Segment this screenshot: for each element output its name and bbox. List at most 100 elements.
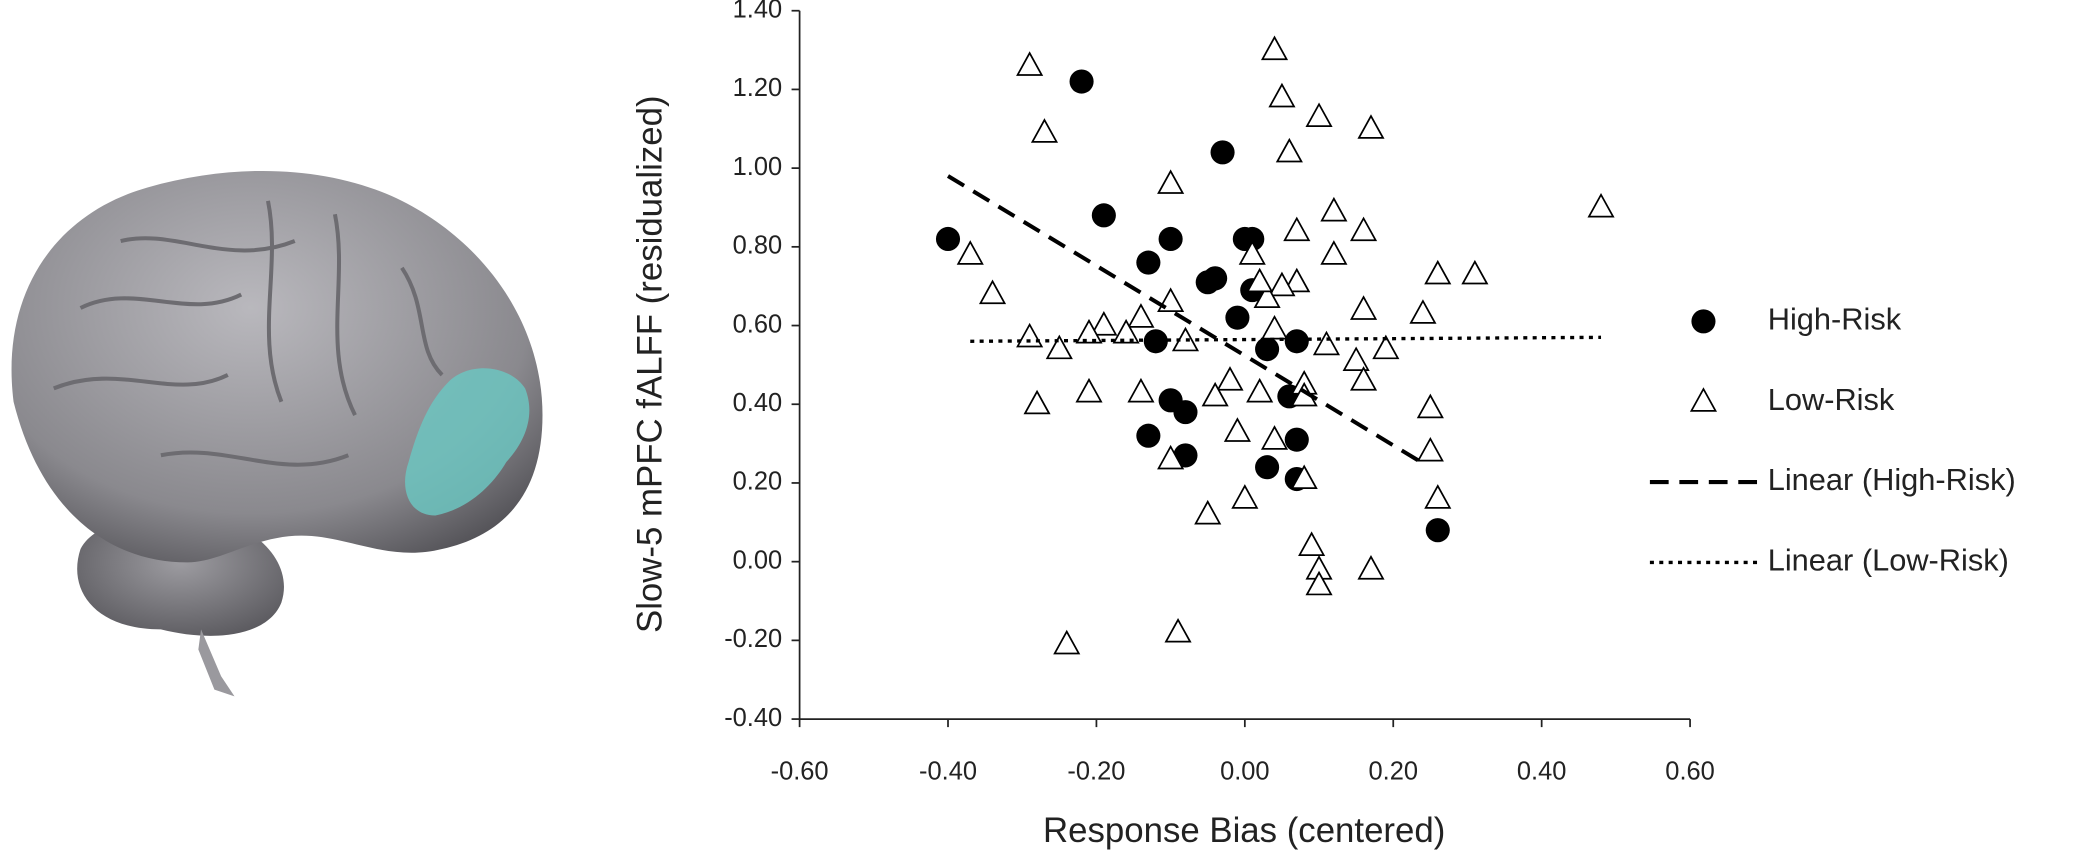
low-risk-point — [1075, 377, 1103, 403]
high-risk-point — [1284, 427, 1309, 452]
low-risk-point — [1350, 216, 1378, 242]
low-risk-point — [1090, 311, 1118, 336]
low-risk-point — [1424, 259, 1452, 285]
low-risk-point — [1350, 295, 1378, 320]
y-tick-label: 0.20 — [733, 468, 783, 496]
high-risk-point — [935, 226, 961, 252]
high-risk-point — [1069, 69, 1094, 94]
high-risk-point — [1158, 226, 1183, 252]
x-tick-label: -0.60 — [771, 757, 829, 785]
low-risk-point — [1164, 617, 1192, 643]
y-axis-title: Slow-5 mPFC fALFF (residualized) — [631, 95, 670, 633]
legend-label: Low-Risk — [1768, 382, 1895, 417]
low-risk-point — [1045, 334, 1073, 360]
low-risk-point — [1023, 389, 1051, 415]
low-risk-point — [1260, 35, 1289, 61]
high-risk-point — [1173, 400, 1198, 425]
low-risk-point — [1275, 137, 1303, 163]
high-risk-point — [1091, 203, 1116, 228]
low-risk-point — [1194, 499, 1222, 525]
high-risk-point — [1136, 423, 1161, 448]
low-risk-point — [1016, 51, 1044, 76]
low-risk-point — [1216, 366, 1244, 391]
low-risk-point — [1157, 444, 1185, 470]
low-risk-point — [956, 240, 984, 265]
y-tick-label: -0.20 — [724, 625, 782, 653]
low-risk-point — [1320, 240, 1348, 265]
x-tick-label: 0.60 — [1665, 757, 1715, 785]
x-tick-label: 0.00 — [1220, 757, 1270, 785]
low-risk-point — [1246, 377, 1274, 403]
trend-line — [946, 174, 1424, 465]
low-risk-point — [1231, 484, 1259, 509]
low-risk-point — [1416, 393, 1444, 419]
low-risk-point — [1342, 346, 1370, 371]
low-risk-point — [1016, 322, 1044, 348]
low-risk-point — [1157, 169, 1185, 194]
y-tick-label: 1.20 — [733, 74, 783, 102]
y-tick-label: 1.00 — [733, 153, 783, 181]
y-tick-label: 0.80 — [733, 232, 783, 260]
legend-label: High-Risk — [1768, 302, 1902, 337]
low-risk-point — [1268, 82, 1296, 108]
x-axis-title: Response Bias (centered) — [1043, 811, 1445, 850]
y-tick-label: 0.60 — [733, 310, 783, 338]
low-risk-point — [1260, 314, 1289, 340]
high-risk-point — [1240, 226, 1265, 252]
legend-symbol — [1691, 309, 1716, 334]
low-risk-point — [1312, 330, 1341, 356]
low-risk-point — [1260, 425, 1289, 450]
low-risk-point — [1290, 464, 1318, 490]
low-risk-point — [1357, 555, 1385, 580]
brain-illustration — [11, 170, 543, 697]
low-risk-point — [1416, 436, 1444, 462]
low-risk-point — [1283, 267, 1311, 293]
low-risk-point — [1246, 267, 1274, 293]
high-risk-point — [1255, 455, 1280, 480]
trend-line — [970, 335, 1602, 343]
x-tick-label: -0.40 — [919, 757, 977, 785]
low-risk-point — [1372, 334, 1400, 360]
high-risk-point — [1143, 329, 1168, 354]
x-tick-label: 0.20 — [1368, 757, 1418, 785]
high-risk-point — [1255, 337, 1280, 362]
high-risk-point — [1284, 329, 1309, 354]
low-risk-point — [1238, 240, 1266, 265]
high-risk-point — [1425, 518, 1450, 543]
low-risk-point — [1253, 283, 1281, 309]
low-risk-point — [1127, 303, 1155, 328]
high-risk-point — [1203, 266, 1228, 291]
low-risk-point — [1223, 417, 1251, 442]
y-tick-label: 0.40 — [733, 389, 783, 417]
y-tick-label: 0.00 — [733, 546, 783, 574]
low-risk-point — [1112, 318, 1140, 344]
low-risk-point — [1424, 484, 1452, 509]
low-risk-point — [1298, 531, 1326, 556]
legend-symbol — [1689, 387, 1718, 412]
low-risk-point — [1075, 318, 1103, 344]
high-risk-point — [1225, 305, 1250, 330]
low-risk-point — [1283, 216, 1311, 242]
low-risk-point — [1127, 377, 1155, 403]
low-risk-point — [1320, 196, 1348, 222]
low-risk-point — [1587, 192, 1615, 218]
legend-label: Linear (High-Risk) — [1768, 462, 2016, 497]
low-risk-point — [1305, 570, 1333, 596]
plot-area: Response Bias (centered) Slow-5 mPFC fAL… — [631, 10, 1691, 850]
x-tick-label: -0.20 — [1067, 757, 1125, 785]
low-risk-point — [1461, 259, 1489, 285]
low-risk-point — [1053, 629, 1081, 655]
high-risk-point — [1210, 140, 1235, 165]
low-risk-point — [1357, 114, 1385, 139]
y-tick-label: 1.40 — [733, 0, 783, 23]
legend-label: Linear (Low-Risk) — [1768, 543, 2009, 578]
y-tick-label: -0.40 — [724, 704, 782, 732]
x-tick-label: 0.40 — [1517, 757, 1567, 785]
low-risk-point — [1030, 118, 1059, 143]
low-risk-point — [1409, 299, 1437, 324]
high-risk-point — [1136, 250, 1161, 275]
low-risk-point — [1350, 366, 1378, 391]
low-risk-point — [1201, 381, 1229, 407]
low-risk-point — [1268, 271, 1296, 297]
